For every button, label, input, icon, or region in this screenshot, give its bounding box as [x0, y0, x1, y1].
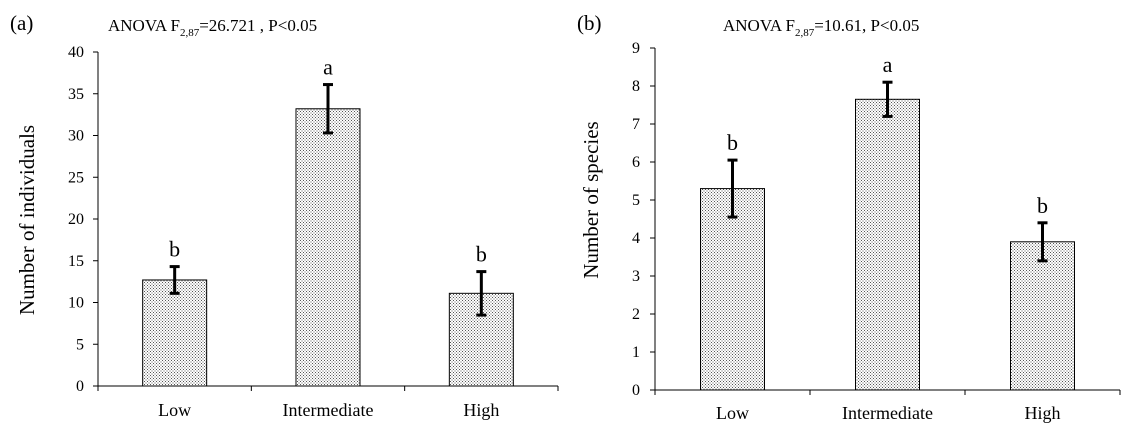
panel-b-significance-letters: b a b [727, 52, 1048, 218]
panel-a-y-tick-label: 15 [68, 253, 84, 270]
panel-a-title-suffix: =26.721 , P<0.05 [199, 16, 317, 35]
panel-b-bars [700, 98, 1075, 391]
panel-a-x-tick-label: High [463, 400, 499, 420]
panel-a-y-tick-label: 40 [68, 44, 84, 61]
panel-b-error-bars [727, 80, 1048, 263]
panel-a-title-subscript: 2,87 [180, 27, 200, 39]
panel-a-bars [142, 108, 514, 387]
panel-a-bar [295, 108, 361, 387]
panel-b-bar [1010, 241, 1075, 391]
panel-a-y-tick-label: 5 [76, 336, 84, 353]
panel-b-significance-letter: b [1037, 193, 1048, 218]
panel-b-title-main: ANOVA F [723, 16, 795, 35]
panel-a-y-axis-label: Number of individuals [15, 125, 39, 315]
panel-b-y-tick-label: 6 [632, 154, 640, 171]
panel-a-y-tick-label: 0 [76, 378, 84, 395]
panel-b-y-axis-label: Number of species [579, 121, 603, 278]
panel-b-y-tick-label: 0 [632, 382, 640, 399]
panel-b-y-tick-label: 4 [632, 230, 640, 247]
panel-a-y-tick-label: 20 [68, 211, 84, 228]
panel-b-y-tick-label: 1 [632, 344, 640, 361]
panel-a-significance-letter: b [169, 237, 180, 262]
panel-b-label: (b) [577, 11, 602, 35]
panel-b-x-tick-label: High [1025, 403, 1061, 423]
panel-a-significance-letters: b a b [169, 55, 487, 267]
panel-b-x-tick-label: Intermediate [842, 403, 933, 423]
panel-a-x-tick-label: Low [158, 400, 191, 420]
panel-b-bar [700, 188, 765, 391]
panel-a-label: (a) [10, 11, 33, 35]
panel-b-y-tick-label: 5 [632, 192, 640, 209]
panel-b-bar [855, 98, 920, 391]
panel-a-significance-letter: b [476, 242, 487, 267]
panel-b-y-ticks: 0 1 2 3 4 5 6 7 8 9 [632, 40, 655, 399]
panel-b-x-tick-labels: Low Intermediate High [716, 403, 1061, 423]
panel-a-y-tick-label: 25 [68, 169, 84, 186]
panel-b-significance-letter: b [727, 130, 738, 155]
panel-b-title-subscript: 2,87 [795, 27, 815, 39]
panel-a-y-ticks: 0 5 10 15 20 25 30 35 40 [68, 44, 98, 395]
panel-a-y-tick-label: 35 [68, 86, 84, 103]
panel-b-x-tick-label: Low [716, 403, 749, 423]
panel-b-y-tick-label: 7 [632, 116, 640, 133]
panel-b-y-tick-label: 9 [632, 40, 640, 57]
panel-a-x-tick-label: Intermediate [283, 400, 374, 420]
panel-b-title: ANOVA F2,87=10.61, P<0.05 [723, 16, 919, 39]
panel-b-y-tick-label: 2 [632, 306, 640, 323]
panel-a-chart: (a) ANOVA F2,87=26.721 , P<0.05 Number o… [10, 11, 559, 420]
panel-a-y-tick-label: 10 [68, 295, 84, 312]
panel-b-title-suffix: =10.61, P<0.05 [814, 16, 919, 35]
panel-b-significance-letter: a [883, 52, 893, 77]
panel-b-chart: (b) ANOVA F2,87=10.61, P<0.05 Number of … [577, 11, 1121, 423]
panel-a-title-main: ANOVA F [108, 16, 180, 35]
panel-b-y-tick-label: 3 [632, 268, 640, 285]
panel-a-bar [142, 279, 208, 387]
panel-a-error-bars [169, 83, 487, 317]
panel-a-y-tick-label: 30 [68, 128, 84, 145]
panel-b-y-tick-label: 8 [632, 78, 640, 95]
panel-a-significance-letter: a [323, 55, 333, 80]
panel-a-title: ANOVA F2,87=26.721 , P<0.05 [108, 16, 317, 39]
panel-a-x-tick-labels: Low Intermediate High [158, 400, 499, 420]
